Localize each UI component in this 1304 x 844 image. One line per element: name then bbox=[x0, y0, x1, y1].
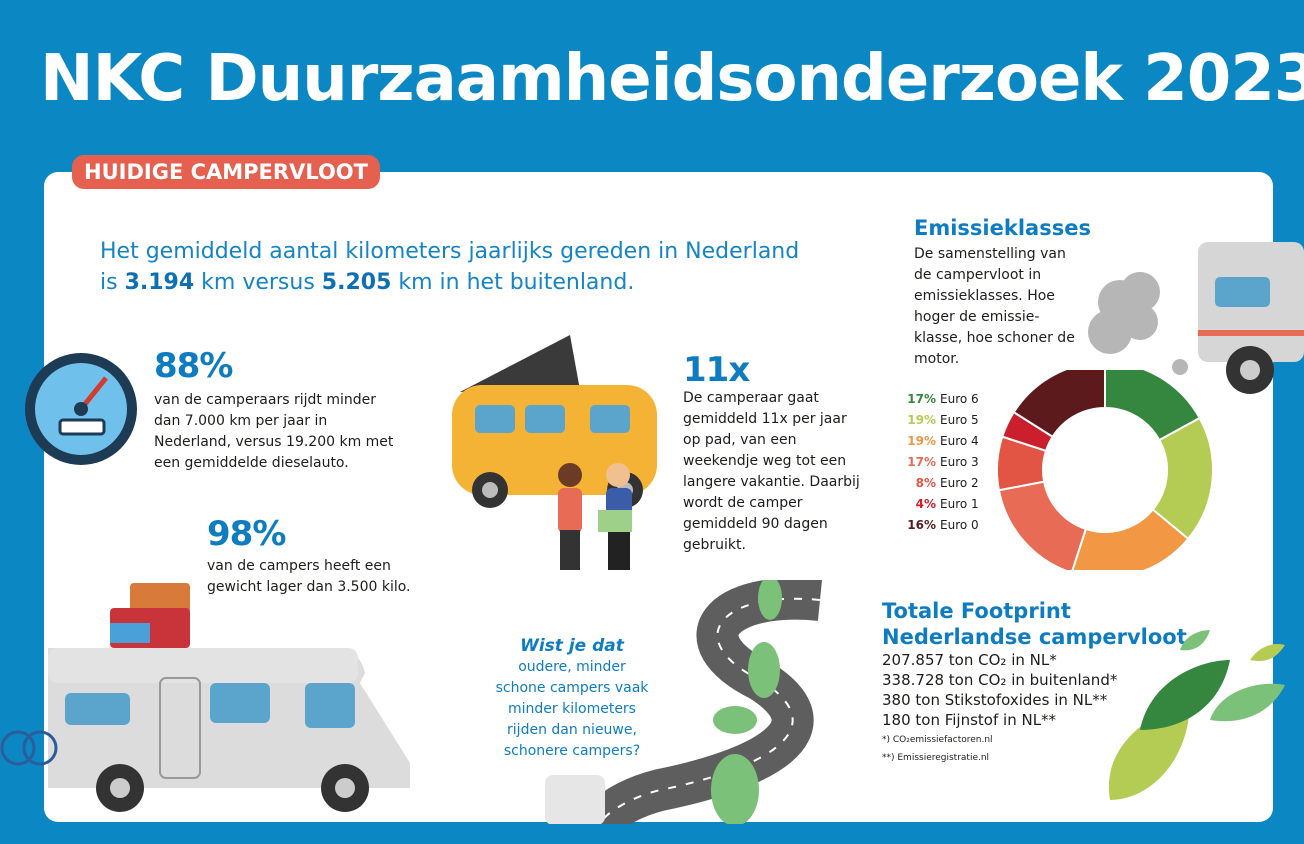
legend-item: 17% Euro 6 bbox=[906, 389, 979, 410]
did-you-know: Wist je dat oudere, minder schone campers… bbox=[492, 636, 652, 762]
emissions-description: De samenstelling van de campervloot in e… bbox=[914, 246, 1075, 367]
stat-11x-value: 11x bbox=[683, 350, 750, 390]
donut-slice-euro-0 bbox=[1012, 370, 1106, 439]
legend-label: Euro 5 bbox=[940, 413, 979, 427]
legend-value: 19% bbox=[907, 413, 936, 427]
leaves-illustration bbox=[1108, 630, 1285, 800]
stat-88-text: van de camperaars rijdt minder dan 7.000… bbox=[154, 392, 394, 471]
footprint-list: 207.857 ton CO₂ in NL* 338.728 ton CO₂ i… bbox=[882, 650, 1117, 766]
donut-slice-euro-3 bbox=[997, 480, 1088, 570]
speedometer-icon bbox=[25, 353, 137, 465]
footprint-line: 380 ton Stikstofoxides in NL** bbox=[882, 691, 1108, 709]
footprint-line: 338.728 ton CO₂ in buitenland* bbox=[882, 671, 1118, 689]
chart-legend: 17% Euro 6 19% Euro 5 19% Euro 4 17% Euro 3 8% Eu… bbox=[906, 389, 979, 536]
legend-value: 8% bbox=[915, 476, 936, 490]
emissions-title: Emissieklasses bbox=[914, 216, 1091, 240]
donut-slice-euro-4 bbox=[1071, 508, 1190, 570]
emissions-donut-chart bbox=[996, 370, 1214, 570]
footprint-title: Totale Footprint Nederlandse campervloot bbox=[882, 598, 1187, 650]
legend-value: 19% bbox=[907, 434, 936, 448]
legend-label: Euro 4 bbox=[940, 434, 979, 448]
legend-item: 17% Euro 3 bbox=[906, 452, 979, 473]
stat-88-value: 88% bbox=[154, 346, 233, 386]
page-title: NKC Duurzaamheidsonderzoek 2023 bbox=[40, 42, 1304, 116]
legend-value: 17% bbox=[907, 455, 936, 469]
legend-item: 16% Euro 0 bbox=[906, 515, 979, 536]
camper-illustration bbox=[0, 583, 410, 812]
legend-label: Euro 1 bbox=[940, 497, 979, 511]
road-illustration bbox=[545, 580, 822, 824]
did-you-know-heading: Wist je dat bbox=[520, 636, 624, 656]
footprint-line: 180 ton Fijnstof in NL** bbox=[882, 711, 1057, 729]
van-illustration bbox=[452, 335, 657, 570]
intro-text: Het gemiddeld aantal kilometers jaarlijk… bbox=[100, 239, 800, 295]
section-tab: HUIDIGE CAMPERVLOOT bbox=[72, 155, 380, 189]
footprint-line: 207.857 ton CO₂ in NL* bbox=[882, 651, 1057, 669]
legend-item: 19% Euro 5 bbox=[906, 410, 979, 431]
legend-value: 17% bbox=[907, 392, 936, 406]
stat-11x-text: De camperaar gaat gemiddeld 11x per jaar… bbox=[683, 390, 860, 553]
legend-item: 8% Euro 2 bbox=[906, 473, 979, 494]
legend-label: Euro 0 bbox=[940, 518, 979, 532]
legend-label: Euro 2 bbox=[940, 476, 979, 490]
stat-98-value: 98% bbox=[207, 514, 286, 554]
footnote: **) Emissieregistratie.nl bbox=[882, 753, 990, 763]
legend-value: 4% bbox=[915, 497, 936, 511]
legend-value: 16% bbox=[907, 518, 936, 532]
legend-label: Euro 3 bbox=[940, 455, 979, 469]
legend-label: Euro 6 bbox=[940, 392, 979, 406]
camper-exhaust-illustration bbox=[1088, 242, 1304, 394]
stat-98-text: van de campers heeft een gewicht lager d… bbox=[207, 558, 411, 595]
footprint-title-line2: Nederlandse campervloot bbox=[882, 625, 1187, 649]
legend-item: 4% Euro 1 bbox=[906, 494, 979, 515]
footprint-title-line1: Totale Footprint bbox=[882, 599, 1071, 623]
did-you-know-text: oudere, minder schone campers vaak minde… bbox=[495, 659, 649, 759]
legend-item: 19% Euro 4 bbox=[906, 431, 979, 452]
footnote: *) CO₂emissiefactoren.nl bbox=[882, 735, 993, 745]
